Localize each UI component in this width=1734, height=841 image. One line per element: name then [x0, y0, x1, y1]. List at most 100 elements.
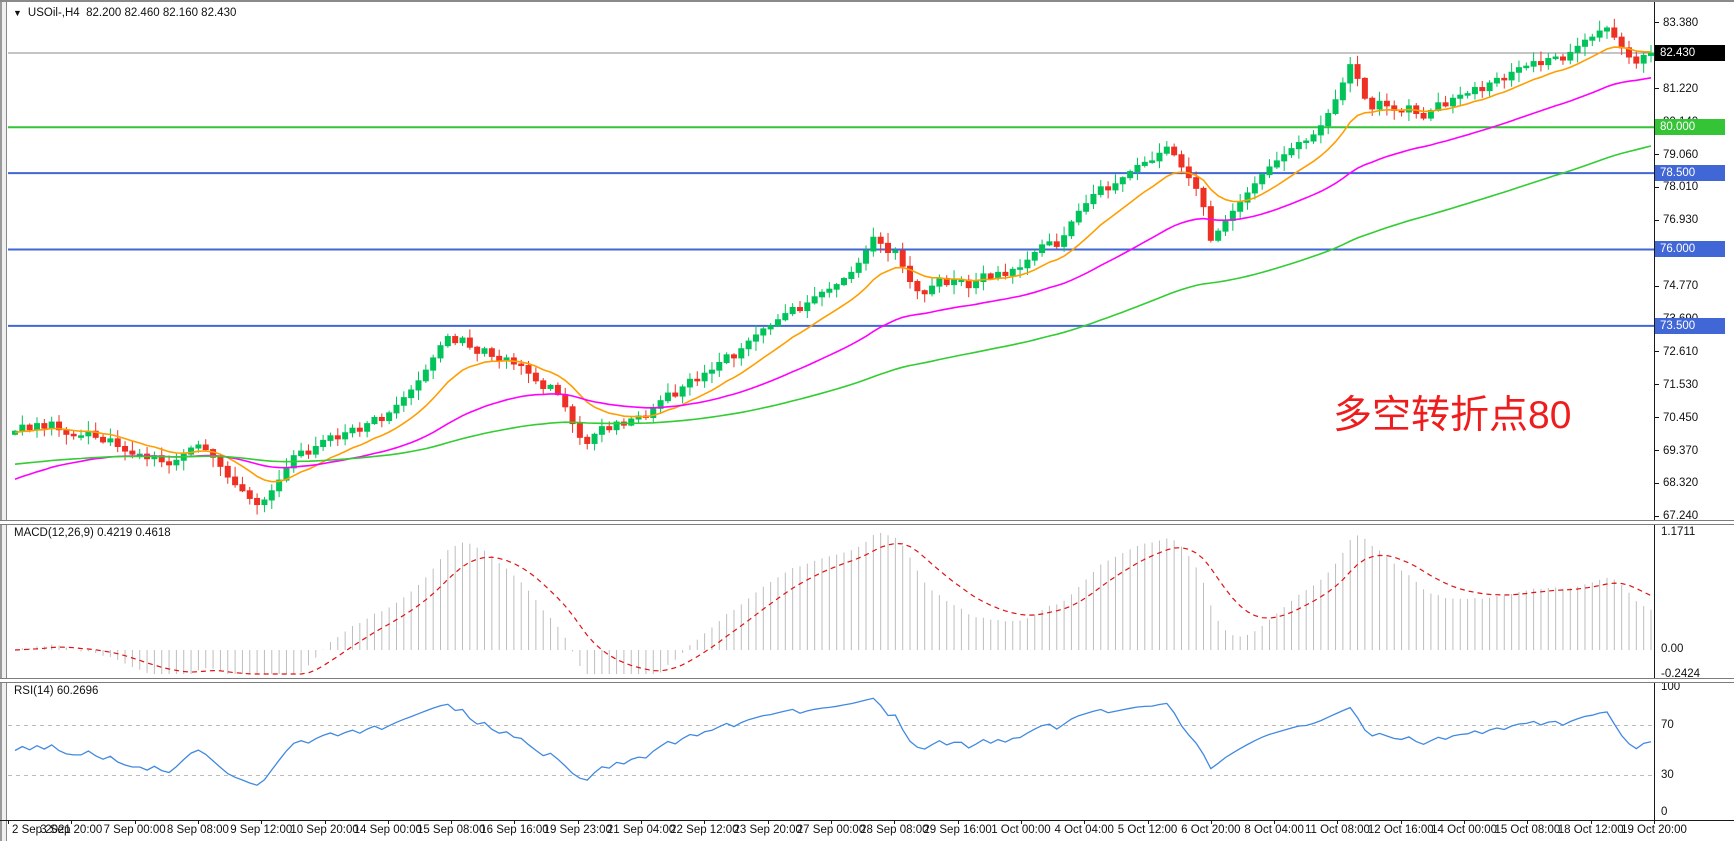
candle-body [1251, 183, 1258, 194]
time-label-15: 29 Sep 16:00 [923, 824, 992, 836]
time-tick [387, 820, 389, 824]
time-label-7: 15 Sep 08:00 [416, 824, 486, 836]
candle-body [173, 459, 180, 466]
candle-body [1603, 27, 1610, 32]
candle-body [1156, 152, 1163, 162]
time-label-10: 21 Sep 04:00 [606, 824, 676, 836]
candle-body [452, 336, 459, 344]
time-tick [1464, 820, 1466, 824]
candle-body [393, 404, 400, 414]
candle-body [268, 490, 275, 501]
candle-body [459, 337, 466, 344]
candle-body [1134, 164, 1141, 173]
time-tick [197, 820, 199, 824]
time-label-13: 27 Sep 00:00 [796, 824, 866, 836]
candle-body [584, 436, 591, 444]
rsi-chart-canvas[interactable] [8, 683, 1654, 818]
time-tick [1337, 820, 1339, 824]
current-price-badge: 82.430 [1655, 45, 1725, 62]
candle-body [1442, 102, 1449, 107]
time-tick [1274, 820, 1276, 824]
candle-body [606, 426, 613, 431]
candle-body [929, 285, 936, 295]
candle-body [1537, 61, 1544, 66]
candle-body [914, 281, 921, 292]
time-tick [324, 820, 326, 824]
candle-body [848, 271, 855, 279]
time-label-18: 5 Oct 12:00 [1117, 824, 1178, 836]
time-axis-line [0, 820, 1734, 821]
candle-body [1083, 203, 1090, 212]
candle-body [679, 386, 686, 397]
candle-body [1376, 100, 1383, 110]
price-tick-68.320: 68.320 [1655, 477, 1698, 489]
candle-body [591, 433, 598, 444]
window-left-border [0, 2, 7, 841]
candle-body [1295, 142, 1302, 150]
candle-body [1559, 56, 1566, 61]
candle-body [1288, 148, 1295, 156]
price-tick-76.930: 76.930 [1655, 214, 1698, 226]
candle-body [1061, 235, 1068, 247]
candle-body [576, 423, 583, 438]
chart-annotation-text[interactable]: 多空转折点80 [1333, 394, 1572, 437]
time-tick [1210, 820, 1212, 824]
candle-body [1053, 241, 1060, 247]
candle-body [488, 348, 495, 357]
candle-body [532, 372, 539, 382]
candle-body [481, 348, 488, 354]
candle-body [1596, 30, 1603, 38]
price-tick-81.220: 81.220 [1655, 83, 1698, 95]
candle-body [1075, 210, 1082, 223]
candle-body [796, 307, 803, 312]
time-tick [577, 820, 579, 824]
candle-body [518, 363, 525, 367]
candle-body [1567, 51, 1574, 61]
panel-resize-handle-macd[interactable] [0, 520, 1734, 525]
time-label-11: 22 Sep 12:00 [670, 824, 739, 836]
candle-body [70, 433, 77, 437]
macd-axis-zero: 0.00 [1661, 643, 1684, 655]
time-tick [514, 820, 516, 824]
candle-body [1244, 192, 1251, 203]
candle-body [1325, 113, 1332, 127]
candle-body [1105, 186, 1112, 191]
candle-body [444, 336, 451, 347]
candle-body [1369, 97, 1376, 110]
candle-body [415, 380, 422, 391]
candle-body [818, 291, 825, 298]
chart-title: ▼ USOil-,H4 82.200 82.460 82.160 82.430 [13, 7, 236, 19]
panel-resize-handle-rsi[interactable] [0, 678, 1734, 683]
time-label-19: 6 Oct 20:00 [1181, 824, 1241, 836]
candle-body [1141, 161, 1148, 166]
time-tick [8, 820, 9, 824]
main-chart-canvas[interactable] [8, 5, 1654, 520]
candle-body [708, 369, 715, 374]
candle-body [767, 325, 774, 330]
candle-body [1149, 160, 1156, 163]
time-label-2: 7 Sep 00:00 [103, 824, 166, 836]
candle-body [1523, 65, 1530, 69]
candle-body [1449, 97, 1456, 107]
candle-body [320, 439, 327, 448]
time-tick [894, 820, 896, 824]
candle-body [745, 340, 752, 350]
candle-body [437, 345, 444, 359]
candle-body [356, 427, 363, 432]
candle-body [1633, 56, 1640, 64]
price-tick-67.240: 67.240 [1655, 510, 1698, 522]
candle-body [1310, 134, 1317, 142]
time-tick [71, 820, 73, 824]
symbol-dropdown-icon[interactable]: ▼ [13, 8, 22, 18]
time-label-21: 11 Oct 08:00 [1304, 824, 1370, 836]
candle-body [1207, 206, 1214, 241]
macd-chart-canvas[interactable] [8, 525, 1654, 677]
candle-body [78, 435, 85, 438]
candle-body [298, 450, 305, 457]
candle-body [730, 354, 737, 359]
level-badge-78.500: 78.500 [1655, 165, 1725, 182]
time-label-3: 8 Sep 08:00 [166, 824, 229, 836]
candle-body [664, 392, 671, 402]
candle-body [1508, 71, 1515, 81]
